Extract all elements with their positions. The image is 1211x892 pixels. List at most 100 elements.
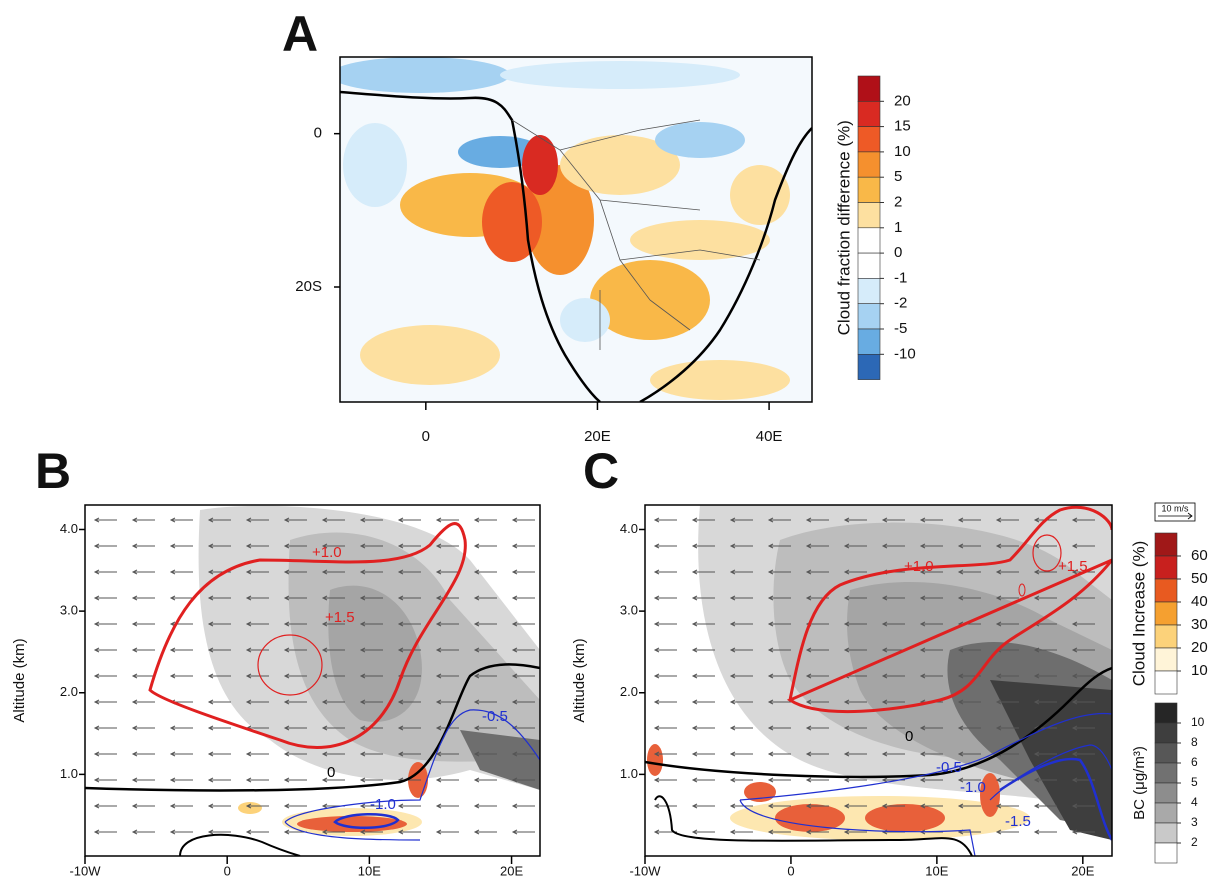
contour-label: -1.0	[370, 796, 396, 813]
wind-vector	[245, 543, 269, 549]
vector-key: 10 m/s	[1161, 503, 1189, 513]
colorbar-box	[1154, 762, 1178, 784]
colorbar-label: 6	[1191, 755, 1198, 769]
wind-vector	[397, 699, 421, 705]
wind-vector	[653, 803, 677, 809]
wind-vector	[919, 621, 943, 627]
colorbar-box	[1154, 555, 1178, 580]
wind-vector	[843, 569, 867, 575]
wind-vector	[919, 543, 943, 549]
wind-vector	[767, 621, 791, 627]
wind-vector	[321, 647, 345, 653]
wind-vector	[843, 803, 867, 809]
wind-vector	[397, 647, 421, 653]
colorbar-label: 40	[1191, 593, 1208, 610]
wind-vector	[691, 595, 715, 601]
wind-vector	[283, 569, 307, 575]
wind-vector	[511, 777, 535, 783]
wind-vector	[473, 673, 497, 679]
wind-vector	[653, 543, 677, 549]
wind-vector	[207, 595, 231, 601]
wind-vector	[995, 543, 1019, 549]
wind-vector	[169, 517, 193, 523]
wind-vector	[691, 803, 715, 809]
contour-label: -0.5	[482, 708, 508, 725]
wind-vector	[473, 751, 497, 757]
wind-vector	[131, 673, 155, 679]
wind-vector	[473, 829, 497, 835]
wind-vector	[245, 803, 269, 809]
wind-vector	[767, 543, 791, 549]
wind-vector	[1033, 569, 1057, 575]
wind-vector	[435, 829, 459, 835]
wind-vector	[1071, 647, 1095, 653]
wind-vector	[207, 621, 231, 627]
x-tick-label: 20E	[1071, 863, 1094, 878]
wind-vector	[691, 777, 715, 783]
wind-vector	[245, 595, 269, 601]
colorbar-box	[857, 75, 881, 102]
x-tick-label: 0	[787, 863, 794, 878]
colorbar-box	[1154, 822, 1178, 844]
wind-vector	[131, 517, 155, 523]
contour-label: +1.5	[1058, 558, 1088, 575]
wind-vector	[283, 517, 307, 523]
wind-vector	[511, 621, 535, 627]
wind-vector	[767, 751, 791, 757]
wind-vector	[435, 543, 459, 549]
colorbar-box	[1154, 532, 1178, 557]
colorbar-label: 15	[894, 118, 911, 135]
wind-vector	[131, 569, 155, 575]
wind-vector	[653, 569, 677, 575]
wind-vector	[131, 725, 155, 731]
wind-vector	[881, 543, 905, 549]
colorbar-box	[857, 252, 881, 279]
wind-vector	[511, 751, 535, 757]
wind-vector	[843, 725, 867, 731]
wind-vector	[805, 699, 829, 705]
wind-vector	[1033, 595, 1057, 601]
wind-vector	[321, 517, 345, 523]
wind-vector	[245, 751, 269, 757]
wind-vector	[283, 621, 307, 627]
colorbar-box	[857, 202, 881, 229]
colorbar-label: 60	[1191, 547, 1208, 564]
wind-vector	[653, 725, 677, 731]
wind-vector	[995, 621, 1019, 627]
wind-vector	[1033, 673, 1057, 679]
wind-vector	[729, 751, 753, 757]
wind-vector	[283, 725, 307, 731]
wind-vector	[957, 803, 981, 809]
wind-vector	[957, 777, 981, 783]
wind-vector	[691, 647, 715, 653]
y-tick-label: 3.0	[620, 603, 638, 618]
wind-vector	[767, 647, 791, 653]
wind-vector	[359, 647, 383, 653]
wind-vector	[207, 803, 231, 809]
wind-vector	[843, 595, 867, 601]
wind-vector	[169, 543, 193, 549]
wind-vector	[511, 595, 535, 601]
wind-vector	[435, 699, 459, 705]
panel-letter: B	[35, 443, 71, 499]
vector-key-box	[1154, 502, 1196, 522]
wind-vector	[881, 751, 905, 757]
wind-vector	[93, 543, 117, 549]
y-tick-label: 4.0	[620, 521, 638, 536]
wind-vector	[767, 595, 791, 601]
section-field	[85, 505, 540, 856]
wind-vector	[397, 543, 421, 549]
wind-vector	[805, 829, 829, 835]
wind-vector	[995, 699, 1019, 705]
colorbar-label: 20	[1191, 639, 1208, 656]
wind-vector	[93, 517, 117, 523]
wind-vector	[397, 725, 421, 731]
wind-vector	[843, 699, 867, 705]
y-axis-label: Altitude (km)	[571, 638, 588, 722]
plot-frame	[339, 56, 813, 403]
wind-vector	[843, 621, 867, 627]
wind-vector	[473, 803, 497, 809]
wind-vector	[131, 699, 155, 705]
colorbar-label: 20	[894, 92, 911, 109]
wind-vector	[359, 699, 383, 705]
